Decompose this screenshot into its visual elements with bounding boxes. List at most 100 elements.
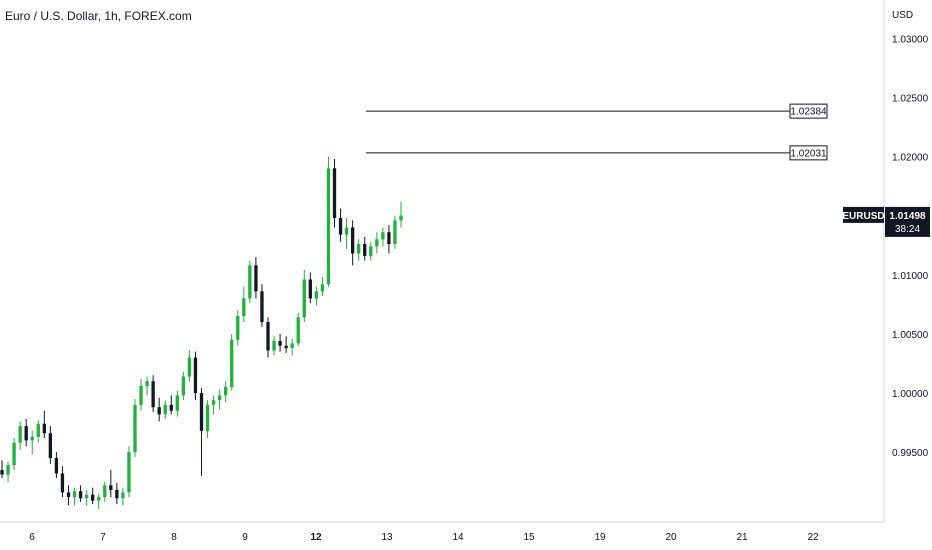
candle-body xyxy=(217,395,222,401)
candle-body xyxy=(193,357,198,394)
candle-body xyxy=(0,469,4,475)
y-tick-label: 1.02500 xyxy=(892,93,929,104)
y-tick-label: 1.01000 xyxy=(892,271,929,282)
candle-body xyxy=(139,385,143,405)
candle-body xyxy=(163,404,167,415)
candle-body xyxy=(236,316,240,340)
candle-body xyxy=(36,423,40,437)
candle-body xyxy=(145,381,149,386)
candle-body xyxy=(296,317,300,344)
x-tick-label: 9 xyxy=(242,532,248,543)
candle-body xyxy=(248,265,252,299)
candle-body xyxy=(393,220,397,245)
candle-body xyxy=(230,339,234,388)
candle-body xyxy=(260,291,264,323)
y-tick-label: 1.02000 xyxy=(892,153,929,164)
candle-body xyxy=(320,284,325,292)
candle-body xyxy=(357,244,361,254)
candle-body xyxy=(308,279,312,299)
candle-body xyxy=(91,494,95,501)
candle-body xyxy=(169,404,173,411)
x-tick-label: 15 xyxy=(523,532,535,543)
candle-body xyxy=(350,227,355,254)
candle-body xyxy=(272,340,276,351)
candle-body xyxy=(157,407,161,415)
candle-body xyxy=(97,497,101,501)
candlestick-series xyxy=(0,156,403,509)
candle-body xyxy=(326,168,331,285)
candle-body xyxy=(151,381,155,408)
level-label-text: 1.02384 xyxy=(790,107,827,118)
candle-body xyxy=(387,232,391,245)
countdown-text: 38:24 xyxy=(895,224,920,235)
candle-body xyxy=(115,489,119,499)
candle-body xyxy=(224,387,228,396)
y-tick-label: 1.00000 xyxy=(892,389,929,400)
candle-body xyxy=(242,298,246,317)
x-tick-label: 21 xyxy=(736,532,748,543)
horizontal-levels xyxy=(366,110,790,154)
candle-body xyxy=(103,485,107,498)
candle-body xyxy=(66,492,71,498)
time-axis-ticks: 6 7 8 9 12 13 14 15 19 20 21 22 xyxy=(29,532,819,543)
candle-body xyxy=(175,395,179,411)
candle-body xyxy=(369,246,373,256)
symbol-tag-text: EURUSD xyxy=(842,211,884,222)
candle-body xyxy=(12,442,16,466)
candle-body xyxy=(24,426,28,441)
symbol-tag-box xyxy=(843,206,884,223)
candle-body xyxy=(109,485,113,490)
candle-body xyxy=(199,393,204,431)
level-labels: 1.02384 1.02031 xyxy=(789,103,828,161)
currency-label: USD xyxy=(892,10,913,21)
candle-body xyxy=(121,492,125,499)
candle-body xyxy=(48,433,53,459)
candle-body xyxy=(60,473,65,493)
candle-body xyxy=(338,218,343,235)
x-tick-label: 13 xyxy=(381,532,393,543)
candle-body xyxy=(254,265,258,292)
x-tick-label: 20 xyxy=(665,532,677,543)
candle-body xyxy=(381,232,385,240)
x-tick-label: 19 xyxy=(594,532,606,543)
candle-body xyxy=(266,322,270,351)
candle-body xyxy=(84,494,89,499)
x-tick-label: 14 xyxy=(452,532,464,543)
candle-body xyxy=(363,244,367,256)
candle-body xyxy=(278,340,282,346)
candle-body xyxy=(205,404,210,431)
candle-body xyxy=(332,168,337,219)
y-tick-label: 1.03000 xyxy=(892,34,929,45)
candle-body xyxy=(399,215,403,221)
candle-body xyxy=(18,426,22,443)
chart-title: Euro / U.S. Dollar, 1h, FOREX.com xyxy=(5,9,192,23)
x-tick-label: 6 xyxy=(29,532,35,543)
candle-body xyxy=(6,465,10,475)
price-tag-box xyxy=(885,206,930,237)
candle-body xyxy=(290,343,294,349)
current-price-tag: EURUSD 1.01498 38:24 xyxy=(842,206,930,237)
x-tick-label: 12 xyxy=(310,532,322,543)
level-label-box xyxy=(789,145,828,161)
candle-body xyxy=(127,452,131,493)
candle-body xyxy=(284,345,288,349)
candle-body xyxy=(181,376,186,396)
level-label-text: 1.02031 xyxy=(790,148,827,159)
candle-body xyxy=(42,423,46,434)
candle-body xyxy=(211,400,216,405)
x-tick-label: 7 xyxy=(100,532,106,543)
candle-body xyxy=(302,279,306,318)
candle-body xyxy=(72,491,77,498)
x-tick-label: 22 xyxy=(807,532,819,543)
price-tag-text: 1.01498 xyxy=(889,211,926,222)
candle-body xyxy=(187,357,192,377)
candle-body xyxy=(375,239,379,247)
y-tick-label: 1.00500 xyxy=(892,330,929,341)
x-tick-label: 8 xyxy=(171,532,177,543)
candle-body xyxy=(78,491,83,499)
candle-body xyxy=(344,227,349,235)
candle-body xyxy=(30,436,34,441)
candle-body xyxy=(54,458,59,474)
